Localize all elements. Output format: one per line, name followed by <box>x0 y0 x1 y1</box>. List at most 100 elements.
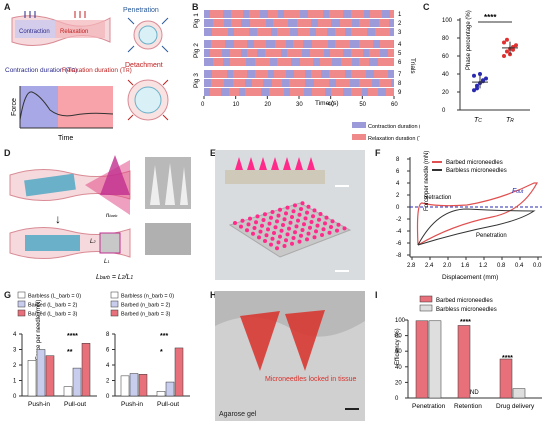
panel-i-chart: Barbed microneedles Barbless microneedle… <box>395 295 542 410</box>
contraction-segment <box>325 88 331 96</box>
contraction-segment <box>362 88 368 96</box>
e-needle <box>306 204 311 209</box>
panel-g-chart: Force per needle (mN) 0 1 2 3 4 Push-in Pull-o… <box>13 291 190 408</box>
e-needle <box>293 203 297 208</box>
contraction-segment <box>366 70 374 78</box>
contraction-segment <box>380 49 388 57</box>
contraction-segment <box>345 28 351 36</box>
e-needle <box>251 231 255 236</box>
relaxation-segment <box>275 40 286 48</box>
e-needle <box>335 228 339 233</box>
contraction-segment <box>389 19 394 27</box>
contraction-segment <box>266 40 275 48</box>
e-needle <box>239 224 243 229</box>
contraction-segment <box>249 28 257 36</box>
contraction-segment <box>352 58 359 66</box>
g-bar <box>165 381 175 397</box>
e-needle <box>233 221 237 225</box>
contraction-segment <box>224 79 233 87</box>
b-xtick-label: 30 <box>296 102 303 108</box>
e-needle <box>275 246 279 251</box>
contraction-segment <box>350 40 359 48</box>
i-xtick-label: Retention <box>454 403 482 410</box>
relaxation-segment <box>212 28 228 36</box>
b-legend-contraction: Contraction duration (TC) <box>368 124 420 130</box>
relaxation-duration-label: Relaxation duration (TR) <box>62 67 132 74</box>
g-sig: **** <box>67 333 78 340</box>
e-needle <box>314 229 318 234</box>
relaxation-segment <box>290 88 304 96</box>
contraction-segment <box>224 19 231 27</box>
contraction-segment <box>331 19 340 27</box>
contraction-segment <box>241 49 247 57</box>
contraction-segment <box>246 58 255 66</box>
f-legend-barbed: Barbed microneedles <box>446 160 503 166</box>
contraction-segment <box>303 40 312 48</box>
relaxation-segment <box>245 88 261 96</box>
trial-label: 1 <box>398 12 402 18</box>
panel-d-figure: nbarb ↓ L2 L1 Lbarb = L2/L1 <box>9 155 191 281</box>
relaxation-segment <box>265 49 281 57</box>
contraction-segment <box>257 49 265 57</box>
contraction-segment <box>222 49 230 57</box>
d-arrow-down: ↓ <box>55 212 61 226</box>
relaxation-segment <box>379 19 389 27</box>
g-sig: ** <box>67 349 73 356</box>
relaxation-segment <box>254 40 266 48</box>
e-needle <box>270 210 275 214</box>
f-xtick-label: 2.4 <box>425 263 434 269</box>
relaxation-segment <box>229 88 239 96</box>
relaxation-segment <box>329 10 343 18</box>
relaxation-segment <box>211 40 225 48</box>
g-bar <box>36 349 46 397</box>
c-ytick-label: 20 <box>442 90 449 96</box>
relaxation-segment <box>213 19 224 27</box>
relaxation-segment <box>210 49 222 57</box>
relaxation-segment <box>274 70 286 78</box>
e-needle <box>312 235 317 240</box>
trial-label: 6 <box>398 60 402 66</box>
c-ytick-label: 80 <box>442 36 449 42</box>
c-ytick-label: 100 <box>442 18 453 24</box>
relaxation-segment <box>351 70 366 78</box>
e-needle <box>329 225 333 229</box>
contraction-segment <box>239 88 245 96</box>
panel-g-letter: G <box>4 290 12 300</box>
e-needle <box>300 201 305 206</box>
contraction-segment <box>305 79 314 87</box>
e-needle <box>321 227 326 232</box>
panel-e-photo <box>215 150 365 280</box>
contraction-segment <box>204 58 213 66</box>
g-right-chart: 0 2 4 6 8 Push-in Pull-out Barbless (n_barb = 0… <box>106 291 190 408</box>
f-ytick-label: 4 <box>396 181 400 187</box>
contraction-segment <box>278 10 284 18</box>
contraction-segment <box>243 10 249 18</box>
g-bar <box>156 391 166 397</box>
g-bar <box>138 374 148 397</box>
contraction-segment <box>343 88 351 96</box>
contraction-segment <box>266 19 273 27</box>
c-point <box>472 88 476 93</box>
i-bar <box>512 388 526 399</box>
b-ylabel: Trials <box>409 58 416 74</box>
relaxation-segment <box>272 79 282 87</box>
relaxation-segment <box>268 10 278 18</box>
contraction-segment <box>290 28 298 36</box>
e-needle <box>290 241 294 246</box>
f-xlabel: Displacement (mm) <box>442 274 498 281</box>
relaxation-segment <box>359 40 373 48</box>
c-point <box>505 49 509 54</box>
e-needle <box>246 222 251 227</box>
f-legend-barbless: Barbless microneedles <box>446 168 507 174</box>
relaxation-segment <box>388 49 394 57</box>
contraction-segment <box>221 88 229 96</box>
b-xtick-label: 10 <box>233 102 240 108</box>
relaxation-segment <box>233 79 245 87</box>
relaxation-segment <box>294 70 305 78</box>
panel-h-photo: Microneedles locked in tissue Agarose ge… <box>215 291 365 421</box>
e-needle <box>299 207 303 211</box>
contraction-segment <box>204 40 211 48</box>
panel-b-letter: B <box>192 2 199 12</box>
e-needle <box>288 220 293 225</box>
relaxation-segment <box>351 10 364 18</box>
